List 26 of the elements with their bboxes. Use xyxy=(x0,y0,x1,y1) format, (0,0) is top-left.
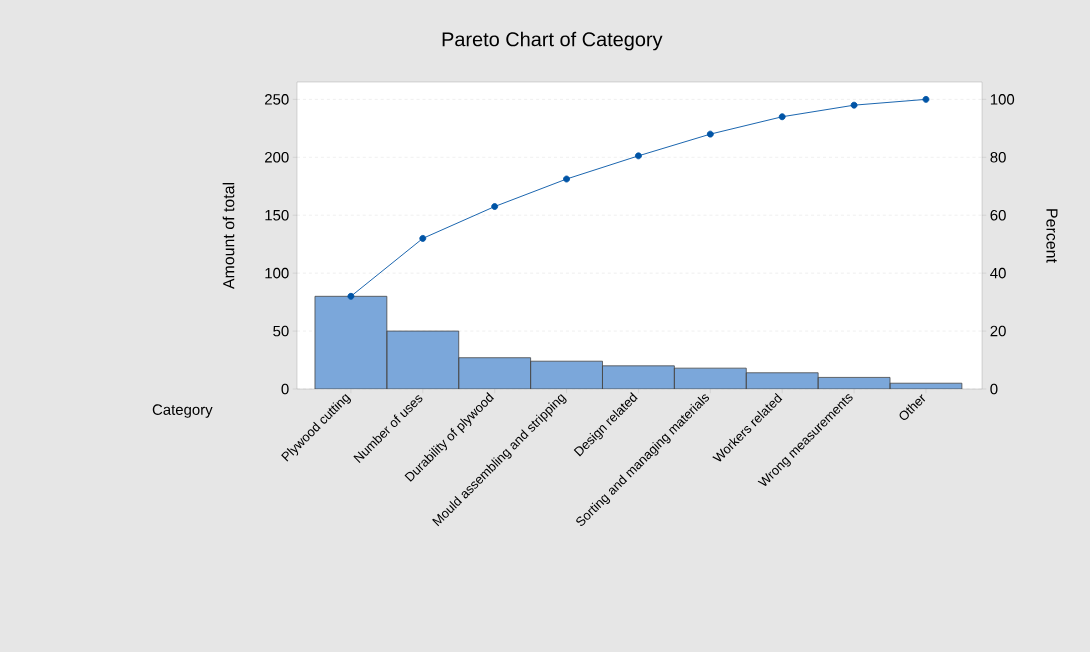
y-tick-label: 250 xyxy=(265,94,289,105)
y2-tick-label: 0 xyxy=(990,383,998,395)
y2-tick-label: 80 xyxy=(990,152,1006,163)
point xyxy=(563,175,570,183)
point xyxy=(922,95,930,103)
point xyxy=(491,203,499,210)
bar xyxy=(314,295,388,389)
point xyxy=(778,113,786,121)
y-tick-label: 0 xyxy=(281,383,289,395)
y2-tick-label: 100 xyxy=(990,94,1015,105)
point xyxy=(419,234,427,242)
y2-tick-label: 60 xyxy=(990,209,1006,221)
y-tick-label: 150 xyxy=(265,209,289,221)
y-tick-label: 100 xyxy=(265,267,289,279)
y2-tick-label: 20 xyxy=(990,325,1006,337)
y2-tick-label: 40 xyxy=(990,267,1006,279)
y-axis-title: Amount of total xyxy=(222,182,235,290)
y2-axis-title: Percent xyxy=(1046,209,1058,263)
x-axis-title: Category xyxy=(152,404,213,418)
point xyxy=(850,101,858,109)
y-tick-label: 200 xyxy=(265,152,289,163)
point xyxy=(635,152,642,160)
y-tick-label: 50 xyxy=(273,325,289,337)
point xyxy=(706,130,714,138)
chart-title: Pareto Chart of Category xyxy=(442,31,663,51)
point xyxy=(347,292,355,300)
